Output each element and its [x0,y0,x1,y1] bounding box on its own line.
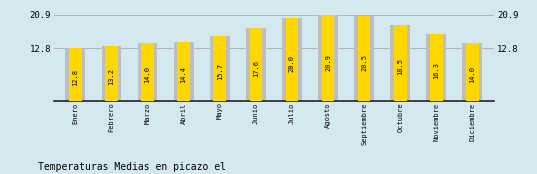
Bar [322,15,335,101]
Text: 14.0: 14.0 [469,66,475,84]
Text: 20.0: 20.0 [289,55,295,72]
Bar [462,43,482,101]
Bar [466,43,478,101]
Bar [358,16,371,101]
Bar [213,36,226,101]
Bar [354,16,374,101]
Bar [173,42,193,101]
Text: 14.0: 14.0 [144,66,150,84]
Bar [177,42,190,101]
Bar [250,28,262,101]
Text: Temperaturas Medias en picazo el: Temperaturas Medias en picazo el [38,162,226,172]
Bar [426,34,446,101]
Text: 14.4: 14.4 [180,66,187,83]
Bar [69,48,82,101]
Bar [141,43,154,101]
Text: 16.3: 16.3 [433,62,439,79]
Text: 18.5: 18.5 [397,58,403,75]
Bar [390,25,410,101]
Bar [394,25,407,101]
Text: 13.2: 13.2 [108,68,114,85]
Text: 17.6: 17.6 [253,60,259,77]
Text: 15.7: 15.7 [217,63,223,80]
Text: 20.5: 20.5 [361,54,367,71]
Bar [210,36,230,101]
Bar [137,43,157,101]
Text: 12.8: 12.8 [72,69,78,86]
Bar [246,28,266,101]
Bar [318,15,338,101]
Bar [286,18,298,101]
Bar [66,48,85,101]
Text: 20.9: 20.9 [325,54,331,71]
Bar [101,46,121,101]
Bar [430,34,442,101]
Bar [105,46,118,101]
Bar [282,18,302,101]
